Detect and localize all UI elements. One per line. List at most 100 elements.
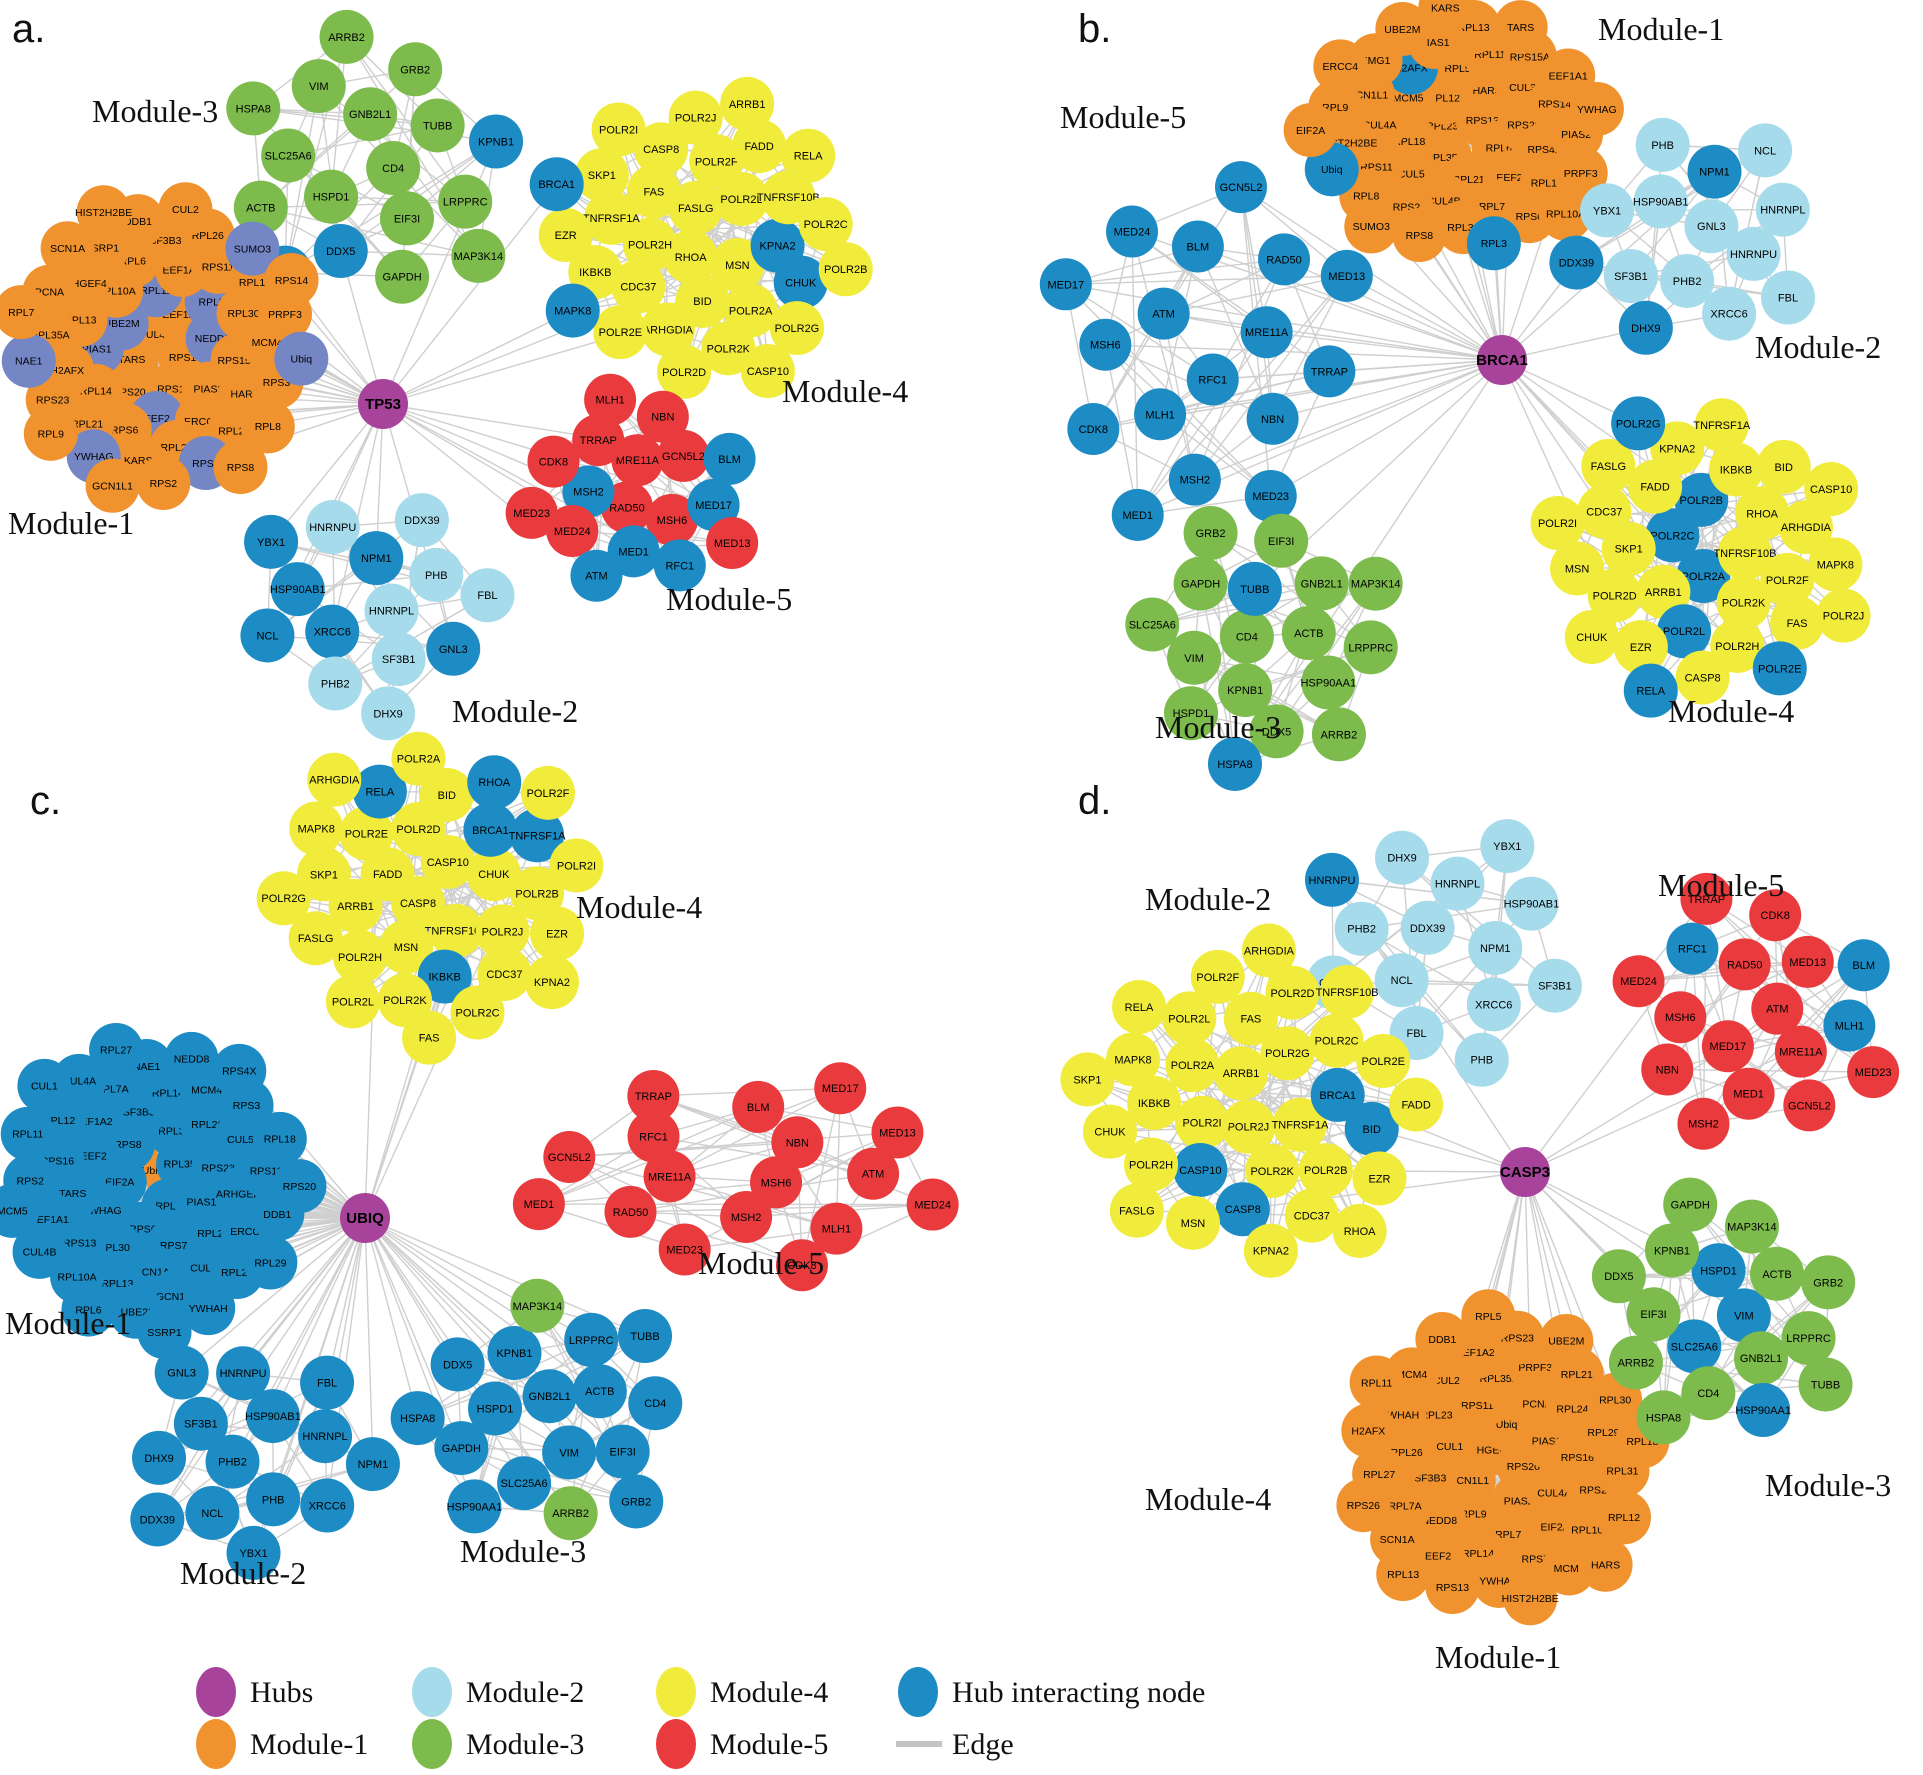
node-label: POLR2B bbox=[1680, 495, 1723, 507]
node-label: RPL10A bbox=[1546, 209, 1585, 221]
node-DDX39: DDX39 bbox=[1549, 235, 1604, 290]
node-label: EEF2 bbox=[1425, 1550, 1451, 1562]
edge bbox=[318, 86, 342, 252]
node-label: POLR2H bbox=[1129, 1159, 1173, 1171]
node-label: TUBB bbox=[1811, 1379, 1840, 1391]
node-label: DHX9 bbox=[144, 1453, 173, 1465]
node-circle bbox=[409, 547, 464, 602]
edge bbox=[1667, 1068, 1874, 1073]
node-label: ACTB bbox=[1762, 1269, 1791, 1281]
node-label: CDC37 bbox=[1586, 507, 1622, 519]
node-EIF2A: EIF2A bbox=[1283, 103, 1338, 158]
hub-edge bbox=[1163, 312, 1503, 361]
node-circle bbox=[543, 1130, 596, 1183]
node-circle bbox=[1418, 0, 1473, 35]
node-label: CUL1 bbox=[31, 1081, 58, 1093]
edge bbox=[1190, 646, 1371, 714]
node-YBX1: YBX1 bbox=[244, 514, 299, 569]
legend-swatch-icon bbox=[656, 1667, 696, 1717]
node-label: MSH2 bbox=[573, 486, 604, 498]
node-POLR2H: POLR2H bbox=[623, 217, 678, 272]
node-label: ARRB2 bbox=[552, 1508, 589, 1520]
node-circle bbox=[1710, 618, 1765, 673]
node-label: DDX5 bbox=[443, 1359, 472, 1371]
node-label: POLR2F bbox=[1196, 972, 1239, 984]
node-label: GCN5L2 bbox=[1788, 1100, 1831, 1112]
node-HARS: HARS bbox=[1578, 1537, 1633, 1592]
node-circle bbox=[584, 190, 639, 245]
node-label: MLH1 bbox=[595, 395, 624, 407]
node-POLR2E: POLR2E bbox=[1356, 1033, 1411, 1088]
node-label: MED17 bbox=[1047, 279, 1084, 291]
node-circle bbox=[352, 764, 407, 819]
edge bbox=[260, 206, 479, 257]
node-RFC1: RFC1 bbox=[1186, 353, 1239, 406]
node-circle bbox=[545, 283, 600, 338]
node-label: FBL bbox=[477, 590, 497, 602]
node-POLR2A: POLR2A bbox=[391, 731, 446, 786]
node-MLH1: MLH1 bbox=[584, 373, 637, 426]
node-label: MED13 bbox=[1789, 957, 1826, 969]
node-circle bbox=[1738, 123, 1793, 178]
node-label: TNFRSF1A bbox=[1272, 1120, 1330, 1132]
module-label-a-module-5: Module-5 bbox=[666, 581, 792, 617]
node-circle bbox=[289, 801, 344, 856]
node-FAS: FAS bbox=[626, 164, 681, 219]
node-label: FAS bbox=[1240, 1014, 1261, 1026]
node-label: HSP90AB1 bbox=[1504, 899, 1560, 911]
node-FASLG: FASLG bbox=[1109, 1183, 1164, 1238]
node-RPS4X: RPS4X bbox=[212, 1043, 267, 1098]
node-label: PHB bbox=[1651, 140, 1674, 152]
node-label: POLR2J bbox=[482, 926, 524, 938]
node-label: HNRNPU bbox=[1308, 875, 1355, 887]
node-RFC1: RFC1 bbox=[627, 1110, 680, 1163]
node-circle bbox=[305, 500, 360, 555]
node-MSH6: MSH6 bbox=[645, 493, 698, 546]
node-label: MCM5 bbox=[0, 1206, 28, 1218]
node-label: RPL6 bbox=[75, 1304, 101, 1316]
node-circle bbox=[1660, 253, 1715, 308]
node-circle bbox=[1171, 220, 1224, 273]
node-ARHGDIA: ARHGDIA bbox=[1778, 500, 1833, 555]
node-HNRNPU: HNRNPU bbox=[216, 1346, 271, 1401]
panel-c-nodes-layer: CASP8 CASP10 TNFRSF10B FADD CHUK MSN POLR2D POL… bbox=[0, 731, 959, 1580]
node-label: POLR2L bbox=[332, 996, 374, 1008]
node-circle bbox=[477, 946, 532, 1001]
node-MSN: MSN bbox=[1550, 541, 1605, 596]
node-GAPDH: GAPDH bbox=[375, 249, 430, 304]
node-label: CDC37 bbox=[620, 281, 656, 293]
node-circle bbox=[130, 1492, 185, 1547]
node-ERCC4: ERCC4 bbox=[1313, 39, 1368, 94]
node-label: PIAS2 bbox=[194, 384, 224, 396]
node-POLR2G: POLR2G bbox=[256, 871, 311, 926]
node-HNRNPL: HNRNPL bbox=[364, 583, 419, 638]
node-label: ARRB2 bbox=[1321, 729, 1358, 741]
node-label: RPS14 bbox=[275, 275, 308, 287]
node-GNB2L1: GNB2L1 bbox=[343, 87, 398, 142]
node-label: MSH2 bbox=[1180, 475, 1211, 487]
node-label: ARRB2 bbox=[328, 32, 365, 44]
node-label: RPS13 bbox=[1436, 1582, 1469, 1594]
node-label: MSN bbox=[1181, 1218, 1206, 1230]
node-label: HSP90AB1 bbox=[1633, 196, 1689, 208]
node-label: SLC25A6 bbox=[501, 1478, 548, 1490]
node-circle bbox=[1569, 82, 1624, 137]
node-CUL1: CUL1 bbox=[17, 1058, 72, 1113]
node-label: KPNB1 bbox=[1654, 1245, 1690, 1257]
node-label: SKP1 bbox=[588, 170, 616, 182]
node-circle bbox=[463, 802, 518, 857]
legend-swatch-icon bbox=[196, 1719, 236, 1769]
node-SKP1: SKP1 bbox=[296, 847, 351, 902]
node-label: EZR bbox=[1630, 642, 1652, 654]
node-circle bbox=[1538, 186, 1593, 241]
node-circle bbox=[154, 1345, 209, 1400]
node-circle bbox=[366, 141, 421, 195]
hub-edge bbox=[326, 1217, 366, 1383]
hub-edge bbox=[1283, 258, 1503, 361]
module-label-c-module-5: Module-5 bbox=[698, 1245, 824, 1281]
edge bbox=[1199, 583, 1236, 765]
node-POLR2I: POLR2I bbox=[1530, 496, 1585, 551]
node-circle bbox=[1227, 561, 1282, 616]
edge bbox=[1401, 857, 1556, 987]
node-label: RAD50 bbox=[1266, 254, 1301, 266]
